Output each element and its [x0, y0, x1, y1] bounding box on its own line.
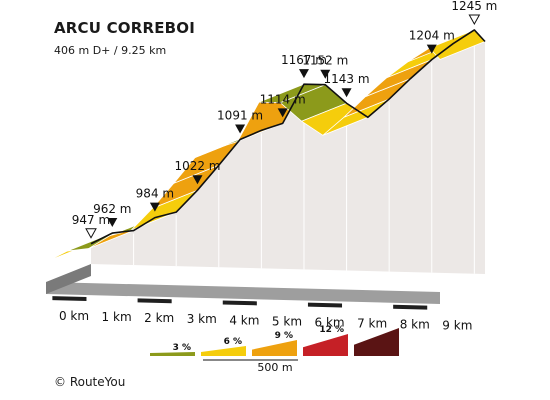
elevation-marker-icon — [298, 69, 309, 79]
legend-swatch — [354, 328, 399, 356]
legend-swatch — [201, 346, 246, 356]
elevation-marker-icon — [235, 124, 246, 134]
km-tick-label: 1 km — [102, 310, 132, 324]
elevation-marker-icon — [85, 228, 97, 239]
legend-swatch — [150, 352, 195, 356]
elevation-label: 1152 m — [302, 54, 348, 68]
elevation-label: 1091 m — [217, 109, 263, 123]
km-scale-bar — [307, 302, 343, 308]
km-scale-bar — [52, 296, 87, 302]
km-tick-label: 8 km — [400, 318, 430, 332]
km-scale-bar — [222, 300, 257, 306]
elevation-label: 984 m — [136, 187, 174, 201]
km-scale-bar — [393, 304, 428, 310]
legend-swatch — [303, 334, 348, 356]
km-tick-label: 6 km — [315, 315, 345, 329]
elevation-label: 1143 m — [324, 72, 370, 86]
legend-swatch — [252, 340, 297, 356]
base-slab-front — [46, 282, 440, 304]
km-tick-label: 2 km — [144, 311, 174, 325]
elevation-marker-icon — [149, 202, 160, 212]
elevation-marker-icon — [320, 69, 331, 79]
km-tick-label: 5 km — [272, 314, 302, 328]
km-tick-label: 7 km — [357, 317, 387, 331]
elevation-label: 1245 m — [451, 0, 497, 13]
elevation-label: 947 m — [72, 213, 110, 227]
legend-label: 9 % — [275, 331, 293, 341]
km-tick-label: 0 km — [59, 309, 89, 323]
route-stats: 406 m D+ / 9.25 km — [54, 44, 167, 57]
profile-wall — [91, 29, 485, 274]
scale-label: 500 m — [257, 361, 292, 374]
base-slab-side — [46, 264, 91, 294]
elevation-marker-icon — [277, 108, 288, 118]
elevation-marker-icon — [192, 175, 203, 185]
km-tick-label: 3 km — [187, 312, 217, 326]
elevation-marker-icon — [341, 88, 352, 98]
routeyou-credit: © RouteYou — [54, 375, 126, 389]
km-tick-label: 4 km — [229, 313, 259, 327]
elevation-label: 962 m — [93, 202, 131, 216]
legend-label: 12 % — [319, 325, 344, 335]
elevation-label: 1114 m — [260, 92, 306, 106]
elevation-label: 1022 m — [174, 159, 220, 173]
elevation-label: 1204 m — [409, 29, 455, 43]
elevation-label: 1167 m — [281, 53, 327, 67]
route-title: ARCU CORREBOI — [54, 19, 196, 37]
elevation-marker-icon — [426, 44, 437, 54]
profile-crest-line — [90, 29, 486, 245]
legend-label: 3 % — [173, 343, 191, 353]
km-tick-label: 9 km — [442, 319, 472, 333]
km-scale-bar — [137, 298, 172, 304]
elevation-marker-icon — [107, 218, 118, 228]
legend-label: 6 % — [224, 337, 242, 347]
elevation-marker-icon — [468, 14, 481, 26]
